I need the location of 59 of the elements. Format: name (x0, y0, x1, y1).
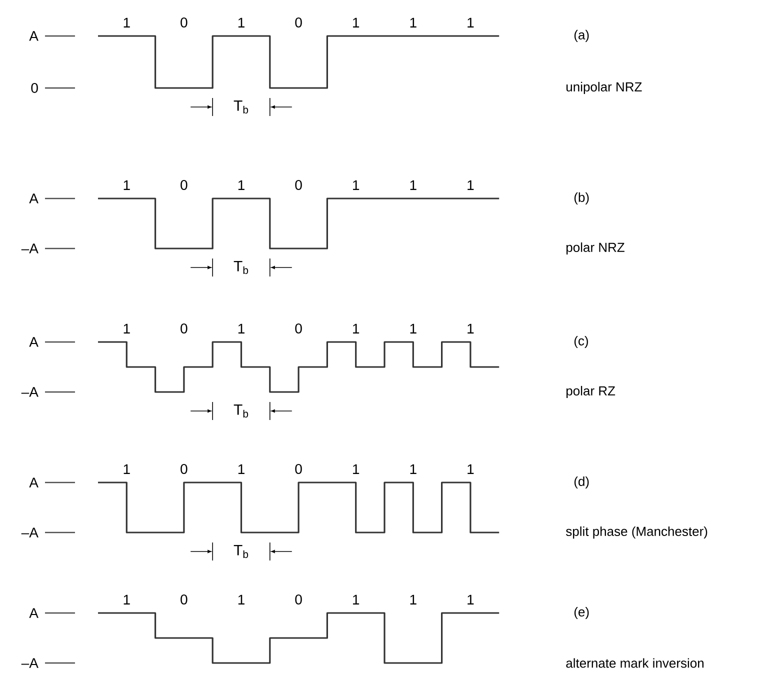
x-tick-label: 1 (353, 180, 360, 190)
x-tick-label: 1 (353, 464, 360, 474)
text: (c) (574, 336, 588, 348)
x-tick-label: 1 (353, 18, 360, 28)
x-tick-label: 1 (410, 464, 416, 474)
x-tick-label: 1 (238, 18, 244, 28)
x-tick-label: 1 (468, 464, 474, 474)
x-tick-label: 1 (124, 464, 130, 474)
text: A (29, 194, 38, 204)
text: A (29, 31, 38, 41)
text: T$_{b}$ (234, 544, 248, 558)
x-tick-label: 1 (353, 324, 360, 334)
x-tick-label: 1 (238, 464, 244, 474)
x-tick-label: 0 (295, 18, 302, 28)
x-tick-label: 1 (468, 18, 474, 28)
x-tick-label: 0 (295, 180, 302, 190)
x-tick-label: 1 (468, 180, 474, 190)
x-tick-label: 1 (238, 324, 244, 334)
x-tick-label: 1 (410, 324, 416, 334)
text: polar RZ (566, 386, 616, 398)
x-tick-label: 1 (410, 594, 416, 604)
x-tick-label: 0 (295, 464, 302, 474)
text: A (29, 337, 38, 347)
text: A (29, 608, 38, 618)
x-tick-label: 1 (410, 18, 416, 28)
text: T$_{b}$ (234, 404, 248, 418)
x-tick-label: 1 (124, 594, 130, 604)
x-tick-label: 1 (124, 18, 130, 28)
text: –A (21, 528, 38, 538)
text: 0 (31, 83, 38, 93)
text: T$_{b}$ (234, 260, 248, 274)
x-tick-label: 0 (180, 324, 188, 334)
x-tick-label: 0 (295, 594, 302, 604)
text: –A (21, 658, 38, 668)
x-tick-label: 1 (410, 180, 416, 190)
text: (d) (574, 476, 589, 489)
text: (b) (574, 192, 589, 205)
text: alternate mark inversion (566, 658, 704, 668)
text: (e) (574, 606, 589, 620)
text: unipolar NRZ (566, 82, 642, 94)
text: split phase (Manchester) (566, 526, 708, 539)
x-tick-label: 0 (180, 594, 188, 604)
x-tick-label: 1 (238, 180, 244, 190)
x-tick-label: 0 (180, 180, 188, 190)
x-tick-label: 1 (238, 594, 244, 604)
x-tick-label: 1 (124, 324, 130, 334)
text: T$_{b}$ (234, 100, 248, 114)
x-tick-label: 1 (124, 180, 130, 190)
x-tick-label: 0 (180, 18, 188, 28)
text: –A (21, 244, 38, 254)
text: polar NRZ (566, 242, 624, 255)
x-tick-label: 0 (180, 464, 188, 474)
text: –A (21, 387, 38, 397)
x-tick-label: 1 (353, 594, 360, 604)
x-tick-label: 1 (468, 594, 474, 604)
x-tick-label: 1 (468, 324, 474, 334)
text: A (29, 478, 38, 488)
text: (a) (574, 30, 589, 42)
x-tick-label: 0 (295, 324, 302, 334)
